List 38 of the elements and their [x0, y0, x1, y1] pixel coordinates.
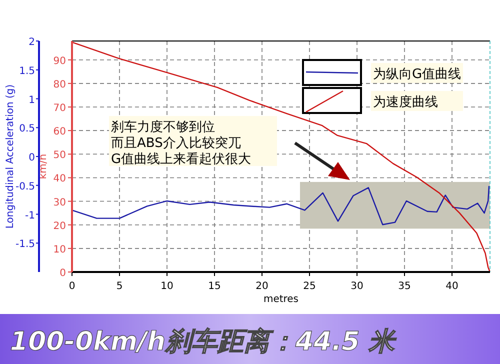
legend-label: 为纵向G值曲线 [373, 67, 462, 82]
legend-label: 为速度曲线 [373, 94, 438, 110]
y2-tick-label: 30 [53, 197, 66, 208]
x-tick-label: 20 [256, 281, 268, 292]
y2-tick-label: 10 [53, 244, 66, 256]
y-tick-label: -1.5 [15, 239, 35, 250]
y-tick-label: 0 [28, 152, 35, 164]
line-series [71, 185, 490, 226]
text: 100-0km/h刹车距离：44.5 米 [10, 327, 398, 357]
y-tick-label: 2 [28, 37, 35, 48]
y2-tick-label: 80 [53, 79, 66, 90]
y2-tick-label: 60 [53, 126, 66, 138]
y2-tick-label: 20 [53, 220, 66, 232]
annotation: 而且ABS介入比较突兀 [111, 136, 241, 151]
y-tick-label: -0.5 [15, 181, 35, 192]
y-tick-label: 1 [28, 94, 35, 106]
x-tick-label: 40 [446, 281, 458, 292]
x-axis-title: metres [263, 294, 299, 305]
y-tick-label: 1.5 [19, 66, 35, 77]
annotation: 刹车力度不够到位 [111, 119, 215, 135]
y-tick-label: -1 [25, 210, 35, 222]
y2-tick-label: 40 [53, 174, 66, 185]
x-tick-label: 15 [208, 281, 221, 292]
y2-tick-label: 0 [60, 268, 66, 279]
x-tick-label: 0 [68, 281, 76, 292]
y2-tick-label: 90 [53, 56, 66, 67]
line-series [71, 42, 491, 273]
note: 刹车力度不够到位 而且ABS介入比较突兀 G值曲线上来看起伏很大 [109, 116, 277, 167]
x-tick-label: 35 [398, 281, 411, 292]
x-tick-label: 5 [116, 281, 123, 292]
annotation: G值曲线上来看起伏很大 [111, 152, 252, 167]
x-tick-label: 30 [350, 281, 364, 292]
y2-tick-label: 70 [53, 103, 66, 114]
x-tick-label: 25 [303, 281, 316, 292]
y-tick-label: 0.5 [19, 124, 35, 135]
y-axis-title: Longitudinal Acceleration (g) [5, 84, 16, 229]
y2-tick-label: 50 [53, 150, 66, 162]
x-tick-label: 10 [160, 281, 174, 292]
